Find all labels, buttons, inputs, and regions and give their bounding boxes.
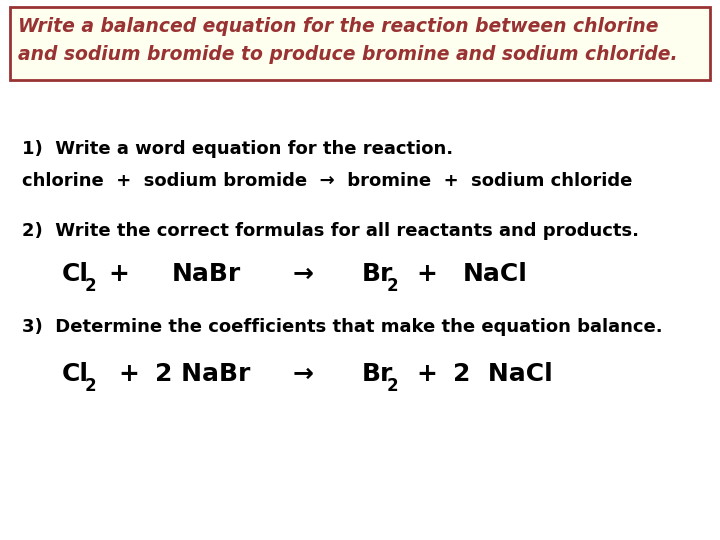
- Text: NaCl: NaCl: [463, 262, 528, 286]
- Text: +: +: [118, 362, 139, 386]
- Text: Br: Br: [362, 262, 393, 286]
- Text: 2: 2: [387, 277, 399, 295]
- Text: Cl: Cl: [62, 362, 89, 386]
- Text: NaBr: NaBr: [172, 262, 241, 286]
- Text: 2)  Write the correct formulas for all reactants and products.: 2) Write the correct formulas for all re…: [22, 222, 639, 240]
- Text: 2: 2: [85, 277, 96, 295]
- Text: 1)  Write a word equation for the reaction.: 1) Write a word equation for the reactio…: [22, 140, 453, 158]
- Text: Write a balanced equation for the reaction between chlorine: Write a balanced equation for the reacti…: [18, 17, 659, 36]
- Text: →: →: [293, 362, 314, 386]
- Text: →: →: [293, 262, 314, 286]
- Text: +: +: [416, 362, 437, 386]
- Text: +: +: [416, 262, 437, 286]
- Text: +: +: [108, 262, 129, 286]
- Text: Cl: Cl: [62, 262, 89, 286]
- Text: chlorine  +  sodium bromide  →  bromine  +  sodium chloride: chlorine + sodium bromide → bromine + so…: [22, 172, 632, 190]
- Text: 2 NaBr: 2 NaBr: [155, 362, 251, 386]
- Text: 2: 2: [387, 377, 399, 395]
- Text: 2: 2: [85, 377, 96, 395]
- Text: 3)  Determine the coefficients that make the equation balance.: 3) Determine the coefficients that make …: [22, 318, 662, 336]
- Text: 2  NaCl: 2 NaCl: [453, 362, 553, 386]
- Text: Br: Br: [362, 362, 393, 386]
- Text: and sodium bromide to produce bromine and sodium chloride.: and sodium bromide to produce bromine an…: [18, 45, 678, 64]
